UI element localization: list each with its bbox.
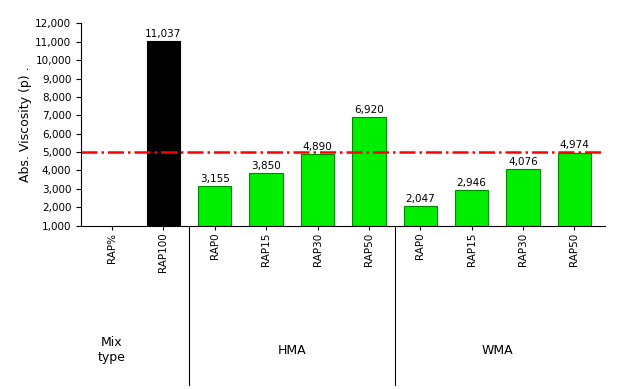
- Text: 4,076: 4,076: [508, 157, 538, 167]
- Text: 4,890: 4,890: [303, 142, 333, 152]
- Text: Mix
type: Mix type: [98, 336, 126, 364]
- Text: 3,155: 3,155: [200, 174, 230, 184]
- Bar: [352, 117, 386, 226]
- Y-axis label: Abs. Viscosity (p) .: Abs. Viscosity (p) .: [19, 67, 32, 182]
- Bar: [301, 154, 334, 226]
- Text: 4,974: 4,974: [560, 140, 590, 150]
- Text: 6,920: 6,920: [354, 105, 384, 114]
- Bar: [404, 207, 437, 226]
- Bar: [455, 190, 489, 226]
- Bar: [198, 186, 232, 226]
- Text: WMA: WMA: [482, 343, 513, 357]
- Text: 11,037: 11,037: [145, 29, 182, 39]
- Text: 2,047: 2,047: [406, 194, 435, 204]
- Bar: [147, 41, 180, 226]
- Text: HMA: HMA: [278, 343, 306, 357]
- Bar: [250, 173, 283, 226]
- Text: 2,946: 2,946: [457, 178, 487, 187]
- Bar: [506, 169, 540, 226]
- Bar: [558, 152, 591, 226]
- Text: 3,850: 3,850: [251, 161, 281, 171]
